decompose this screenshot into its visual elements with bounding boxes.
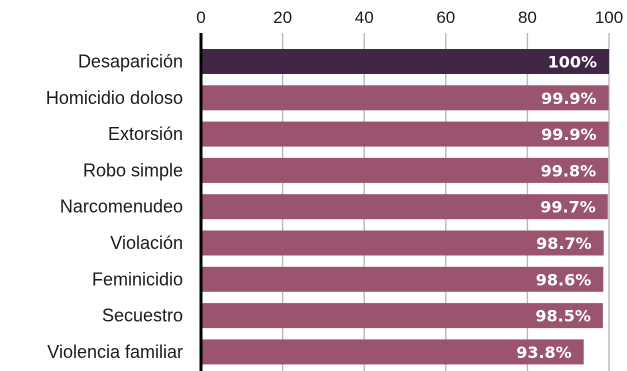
bar	[201, 230, 604, 256]
bar	[201, 339, 584, 365]
x-tick-labels: 0 20 40 60 80 100	[196, 8, 623, 27]
bar	[201, 303, 603, 329]
bar	[201, 121, 609, 147]
category-label: Secuestro	[102, 306, 183, 326]
bars	[201, 49, 609, 365]
category-label: Violación	[110, 233, 183, 253]
category-label: Homicidio doloso	[46, 88, 183, 108]
x-tick-label: 80	[518, 8, 537, 27]
bar	[201, 266, 604, 292]
x-tick-label: 0	[196, 8, 205, 27]
data-labels: 100% 99.9% 99.9% 99.8% 99.7% 98.7% 98.6% 98.5% 9…	[516, 53, 597, 362]
data-label: 99.7%	[540, 198, 596, 217]
data-label: 100%	[548, 53, 597, 72]
x-tick-label: 40	[355, 8, 374, 27]
data-label: 93.8%	[516, 343, 572, 362]
bar	[201, 85, 609, 111]
category-label: Robo simple	[83, 160, 183, 180]
category-label: Feminicidio	[92, 269, 183, 289]
data-label: 99.9%	[541, 125, 597, 144]
bar	[201, 194, 608, 220]
x-tick-label: 60	[436, 8, 455, 27]
bar	[201, 157, 609, 183]
category-label: Desaparición	[78, 52, 183, 72]
category-label: Narcomenudeo	[60, 197, 183, 217]
data-label: 99.9%	[541, 89, 597, 108]
category-label: Violencia familiar	[47, 342, 183, 362]
category-label: Extorsión	[108, 124, 183, 144]
x-tick-label: 20	[273, 8, 292, 27]
x-tick-label: 100	[595, 8, 623, 27]
data-label: 98.6%	[536, 270, 592, 289]
data-label: 98.7%	[536, 234, 592, 253]
data-label: 98.5%	[535, 307, 591, 326]
data-label: 99.8%	[541, 161, 597, 180]
category-labels: Desaparición Homicidio doloso Extorsión Rob…	[46, 52, 183, 362]
bar	[201, 49, 609, 74]
